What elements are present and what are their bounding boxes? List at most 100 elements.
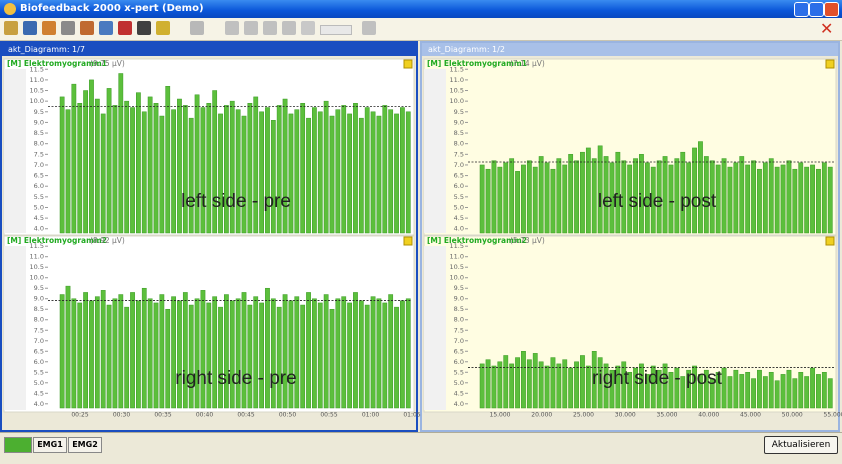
bar (751, 161, 755, 233)
bar (254, 97, 258, 233)
x-tick-label: 01:00 (362, 412, 379, 419)
bar (492, 366, 496, 408)
bar (406, 112, 410, 233)
bar (793, 169, 797, 233)
bar (580, 152, 584, 233)
bar (107, 305, 111, 408)
bar (480, 364, 484, 408)
x-tick-label: 00:40 (196, 412, 213, 419)
y-tick-label: 9.0 (454, 295, 464, 303)
bar (177, 99, 181, 233)
y-tick-label: 7.0 (34, 161, 44, 169)
bar (810, 165, 814, 233)
bar (498, 362, 502, 408)
bar (394, 307, 398, 408)
bar (177, 301, 181, 408)
side-strip (4, 246, 26, 410)
y-tick-label: 4.0 (34, 400, 44, 408)
y-tick-label: 4.0 (34, 225, 44, 233)
bar (119, 74, 123, 233)
bar (271, 120, 275, 233)
bar (336, 299, 340, 408)
bar (586, 366, 590, 408)
tab[interactable]: EMG2 (68, 437, 102, 453)
y-tick-label: 6.0 (34, 358, 44, 366)
y-tick-label: 8.0 (34, 140, 44, 148)
x-tick-label: 40.000 (698, 412, 719, 419)
bar (521, 351, 525, 408)
bar (130, 108, 134, 233)
bar (353, 292, 357, 408)
bar (265, 288, 269, 408)
bar (283, 295, 287, 408)
bar (183, 105, 187, 233)
x-tick-label: 15.000 (490, 412, 511, 419)
tab[interactable]: EMG1 (33, 437, 67, 453)
bar (136, 93, 140, 233)
bar (504, 163, 508, 233)
y-tick-label: 7.0 (34, 337, 44, 345)
bar (787, 161, 791, 233)
y-tick-label: 6.5 (34, 172, 44, 180)
bar (371, 297, 375, 408)
bar (799, 163, 803, 233)
bar (769, 159, 773, 233)
bar (66, 286, 70, 408)
y-tick-label: 6.0 (454, 358, 464, 366)
y-tick-label: 11.0 (30, 253, 44, 261)
bar (769, 372, 773, 408)
y-tick-label: 8.5 (454, 305, 464, 313)
bar (722, 159, 726, 233)
y-tick-label: 10.0 (450, 97, 464, 105)
bar (394, 114, 398, 233)
bar (160, 116, 164, 233)
bar (510, 364, 514, 408)
bar (545, 163, 549, 233)
bar (406, 299, 410, 408)
bar (83, 292, 87, 408)
y-tick-label: 10.5 (30, 263, 44, 271)
bar (83, 91, 87, 233)
x-tick-label: 00:35 (154, 412, 171, 419)
y-tick-label: 7.5 (34, 150, 44, 158)
bar (259, 112, 263, 233)
y-tick-label: 10.0 (30, 97, 44, 105)
x-tick-label: 00:55 (320, 412, 337, 419)
bar (746, 372, 750, 408)
bar (557, 364, 561, 408)
bar (757, 370, 761, 408)
bar (805, 376, 809, 408)
bar (78, 103, 82, 233)
y-tick-label: 9.0 (34, 118, 44, 126)
bar (248, 305, 252, 408)
y-tick-label: 11.5 (450, 65, 464, 73)
y-tick-label: 8.0 (454, 140, 464, 148)
y-tick-label: 8.0 (34, 316, 44, 324)
y-tick-label: 5.0 (34, 379, 44, 387)
y-tick-label: 11.0 (450, 253, 464, 261)
tab[interactable] (4, 437, 32, 453)
bar (383, 105, 387, 233)
bar (533, 353, 537, 408)
refresh-button[interactable]: Aktualisieren (764, 436, 838, 454)
x-tick-label: 50.000 (782, 412, 803, 419)
bar (486, 169, 490, 233)
bar (353, 103, 357, 233)
y-tick-label: 6.5 (34, 347, 44, 355)
overlay-label: right side - pre (175, 368, 296, 389)
bar (740, 156, 744, 233)
y-tick-label: 7.0 (454, 161, 464, 169)
y-tick-label: 4.5 (454, 214, 464, 222)
y-tick-label: 7.0 (454, 337, 464, 345)
bar (312, 108, 316, 233)
bar (125, 307, 129, 408)
bar (142, 112, 146, 233)
bar (377, 116, 381, 233)
bar (101, 114, 105, 233)
bar (486, 360, 490, 408)
bar (810, 368, 814, 408)
bar (171, 297, 175, 408)
bar (728, 167, 732, 233)
x-tick-label: 01:05 (403, 412, 420, 419)
bar (480, 165, 484, 233)
